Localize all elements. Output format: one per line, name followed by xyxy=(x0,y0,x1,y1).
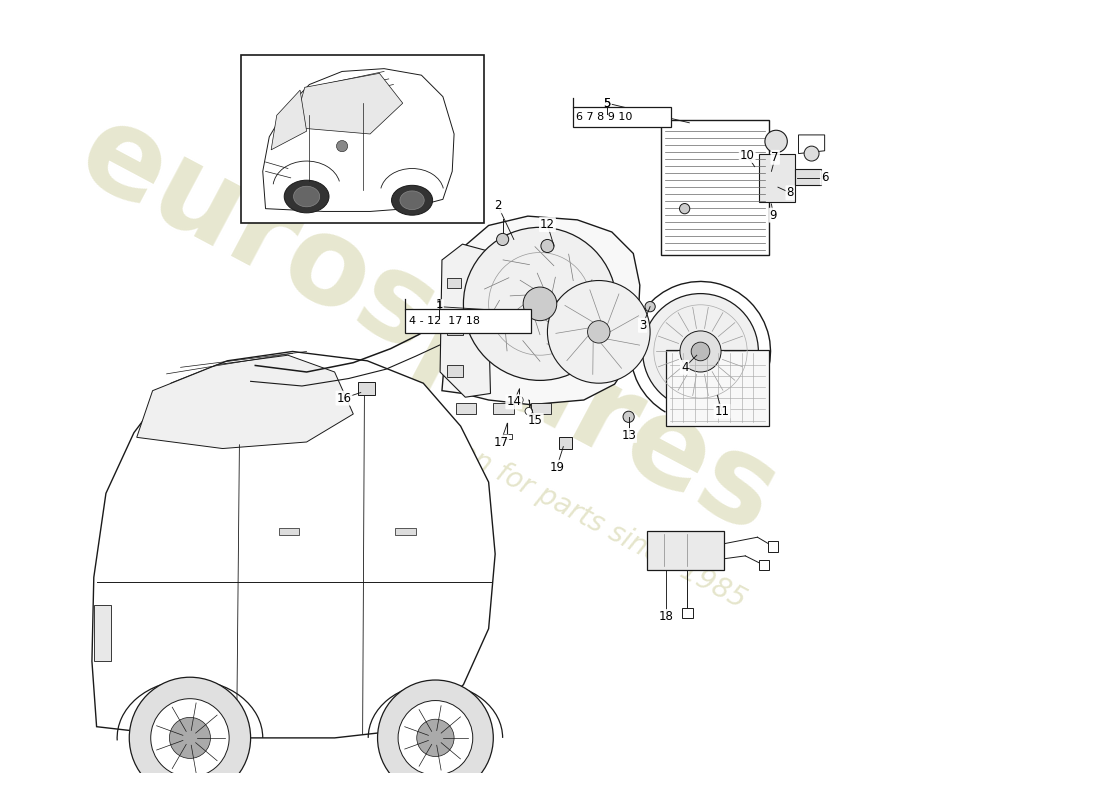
Text: 11: 11 xyxy=(715,405,729,418)
Circle shape xyxy=(680,331,720,372)
Bar xyxy=(447,323,463,334)
Polygon shape xyxy=(440,244,491,397)
Bar xyxy=(759,560,769,570)
Polygon shape xyxy=(294,74,403,134)
Text: eurospares: eurospares xyxy=(59,92,796,558)
Bar xyxy=(682,608,693,618)
Polygon shape xyxy=(136,355,353,449)
Text: 5: 5 xyxy=(604,97,611,110)
Circle shape xyxy=(417,719,454,757)
Bar xyxy=(94,606,111,662)
Text: 6: 6 xyxy=(821,171,828,184)
Text: 7: 7 xyxy=(771,151,779,164)
Polygon shape xyxy=(271,90,307,150)
Text: 18: 18 xyxy=(659,610,673,623)
Text: 1: 1 xyxy=(436,298,443,311)
Circle shape xyxy=(398,701,473,775)
Text: 16: 16 xyxy=(337,392,351,405)
Bar xyxy=(447,278,461,288)
Ellipse shape xyxy=(294,186,320,206)
Bar xyxy=(666,350,769,426)
Text: 5: 5 xyxy=(604,97,611,110)
Bar xyxy=(573,107,671,127)
Text: 15: 15 xyxy=(528,414,542,427)
Circle shape xyxy=(377,680,493,796)
Circle shape xyxy=(524,287,557,321)
Polygon shape xyxy=(442,216,640,405)
Ellipse shape xyxy=(392,186,432,215)
Polygon shape xyxy=(92,351,495,738)
Bar xyxy=(278,528,299,535)
Text: 1: 1 xyxy=(436,300,443,313)
Bar xyxy=(493,403,514,414)
Circle shape xyxy=(541,239,554,253)
Circle shape xyxy=(691,342,710,361)
Circle shape xyxy=(623,411,635,422)
Text: a passion for parts since 1985: a passion for parts since 1985 xyxy=(366,392,750,614)
Circle shape xyxy=(516,396,524,404)
Text: 2: 2 xyxy=(494,199,502,212)
Bar xyxy=(358,382,375,395)
Text: 14: 14 xyxy=(506,395,521,408)
Ellipse shape xyxy=(284,180,329,213)
Circle shape xyxy=(645,302,656,312)
Circle shape xyxy=(548,281,650,383)
Text: 17: 17 xyxy=(493,435,508,449)
Circle shape xyxy=(804,146,820,161)
Text: 10: 10 xyxy=(739,149,755,162)
Circle shape xyxy=(130,678,251,798)
Circle shape xyxy=(642,294,758,410)
Bar xyxy=(661,120,769,255)
Ellipse shape xyxy=(400,191,425,210)
Bar xyxy=(647,530,724,570)
Bar xyxy=(768,542,779,552)
Circle shape xyxy=(525,407,532,415)
Text: 4: 4 xyxy=(681,361,689,374)
Text: 9: 9 xyxy=(770,209,777,222)
Circle shape xyxy=(151,698,229,777)
Text: 12: 12 xyxy=(540,218,554,231)
Bar xyxy=(395,528,416,535)
Text: 3: 3 xyxy=(639,319,647,332)
Circle shape xyxy=(463,227,616,380)
Bar xyxy=(559,438,572,449)
Text: 4 - 12  17 18: 4 - 12 17 18 xyxy=(409,316,481,326)
Bar xyxy=(405,309,530,333)
Circle shape xyxy=(587,321,610,343)
Bar xyxy=(241,54,484,222)
Text: 6 7 8 9 10: 6 7 8 9 10 xyxy=(576,112,632,122)
Circle shape xyxy=(337,141,348,152)
Text: 8: 8 xyxy=(786,186,794,199)
Circle shape xyxy=(764,130,788,153)
Bar xyxy=(456,403,476,414)
Text: 19: 19 xyxy=(549,461,564,474)
Circle shape xyxy=(680,203,690,214)
Bar xyxy=(503,434,512,439)
Circle shape xyxy=(496,234,508,246)
Polygon shape xyxy=(263,69,454,211)
Bar xyxy=(447,365,463,377)
Circle shape xyxy=(169,718,210,758)
Bar xyxy=(530,403,551,414)
Bar xyxy=(759,154,795,202)
Bar xyxy=(795,169,821,186)
Text: 13: 13 xyxy=(621,429,636,442)
